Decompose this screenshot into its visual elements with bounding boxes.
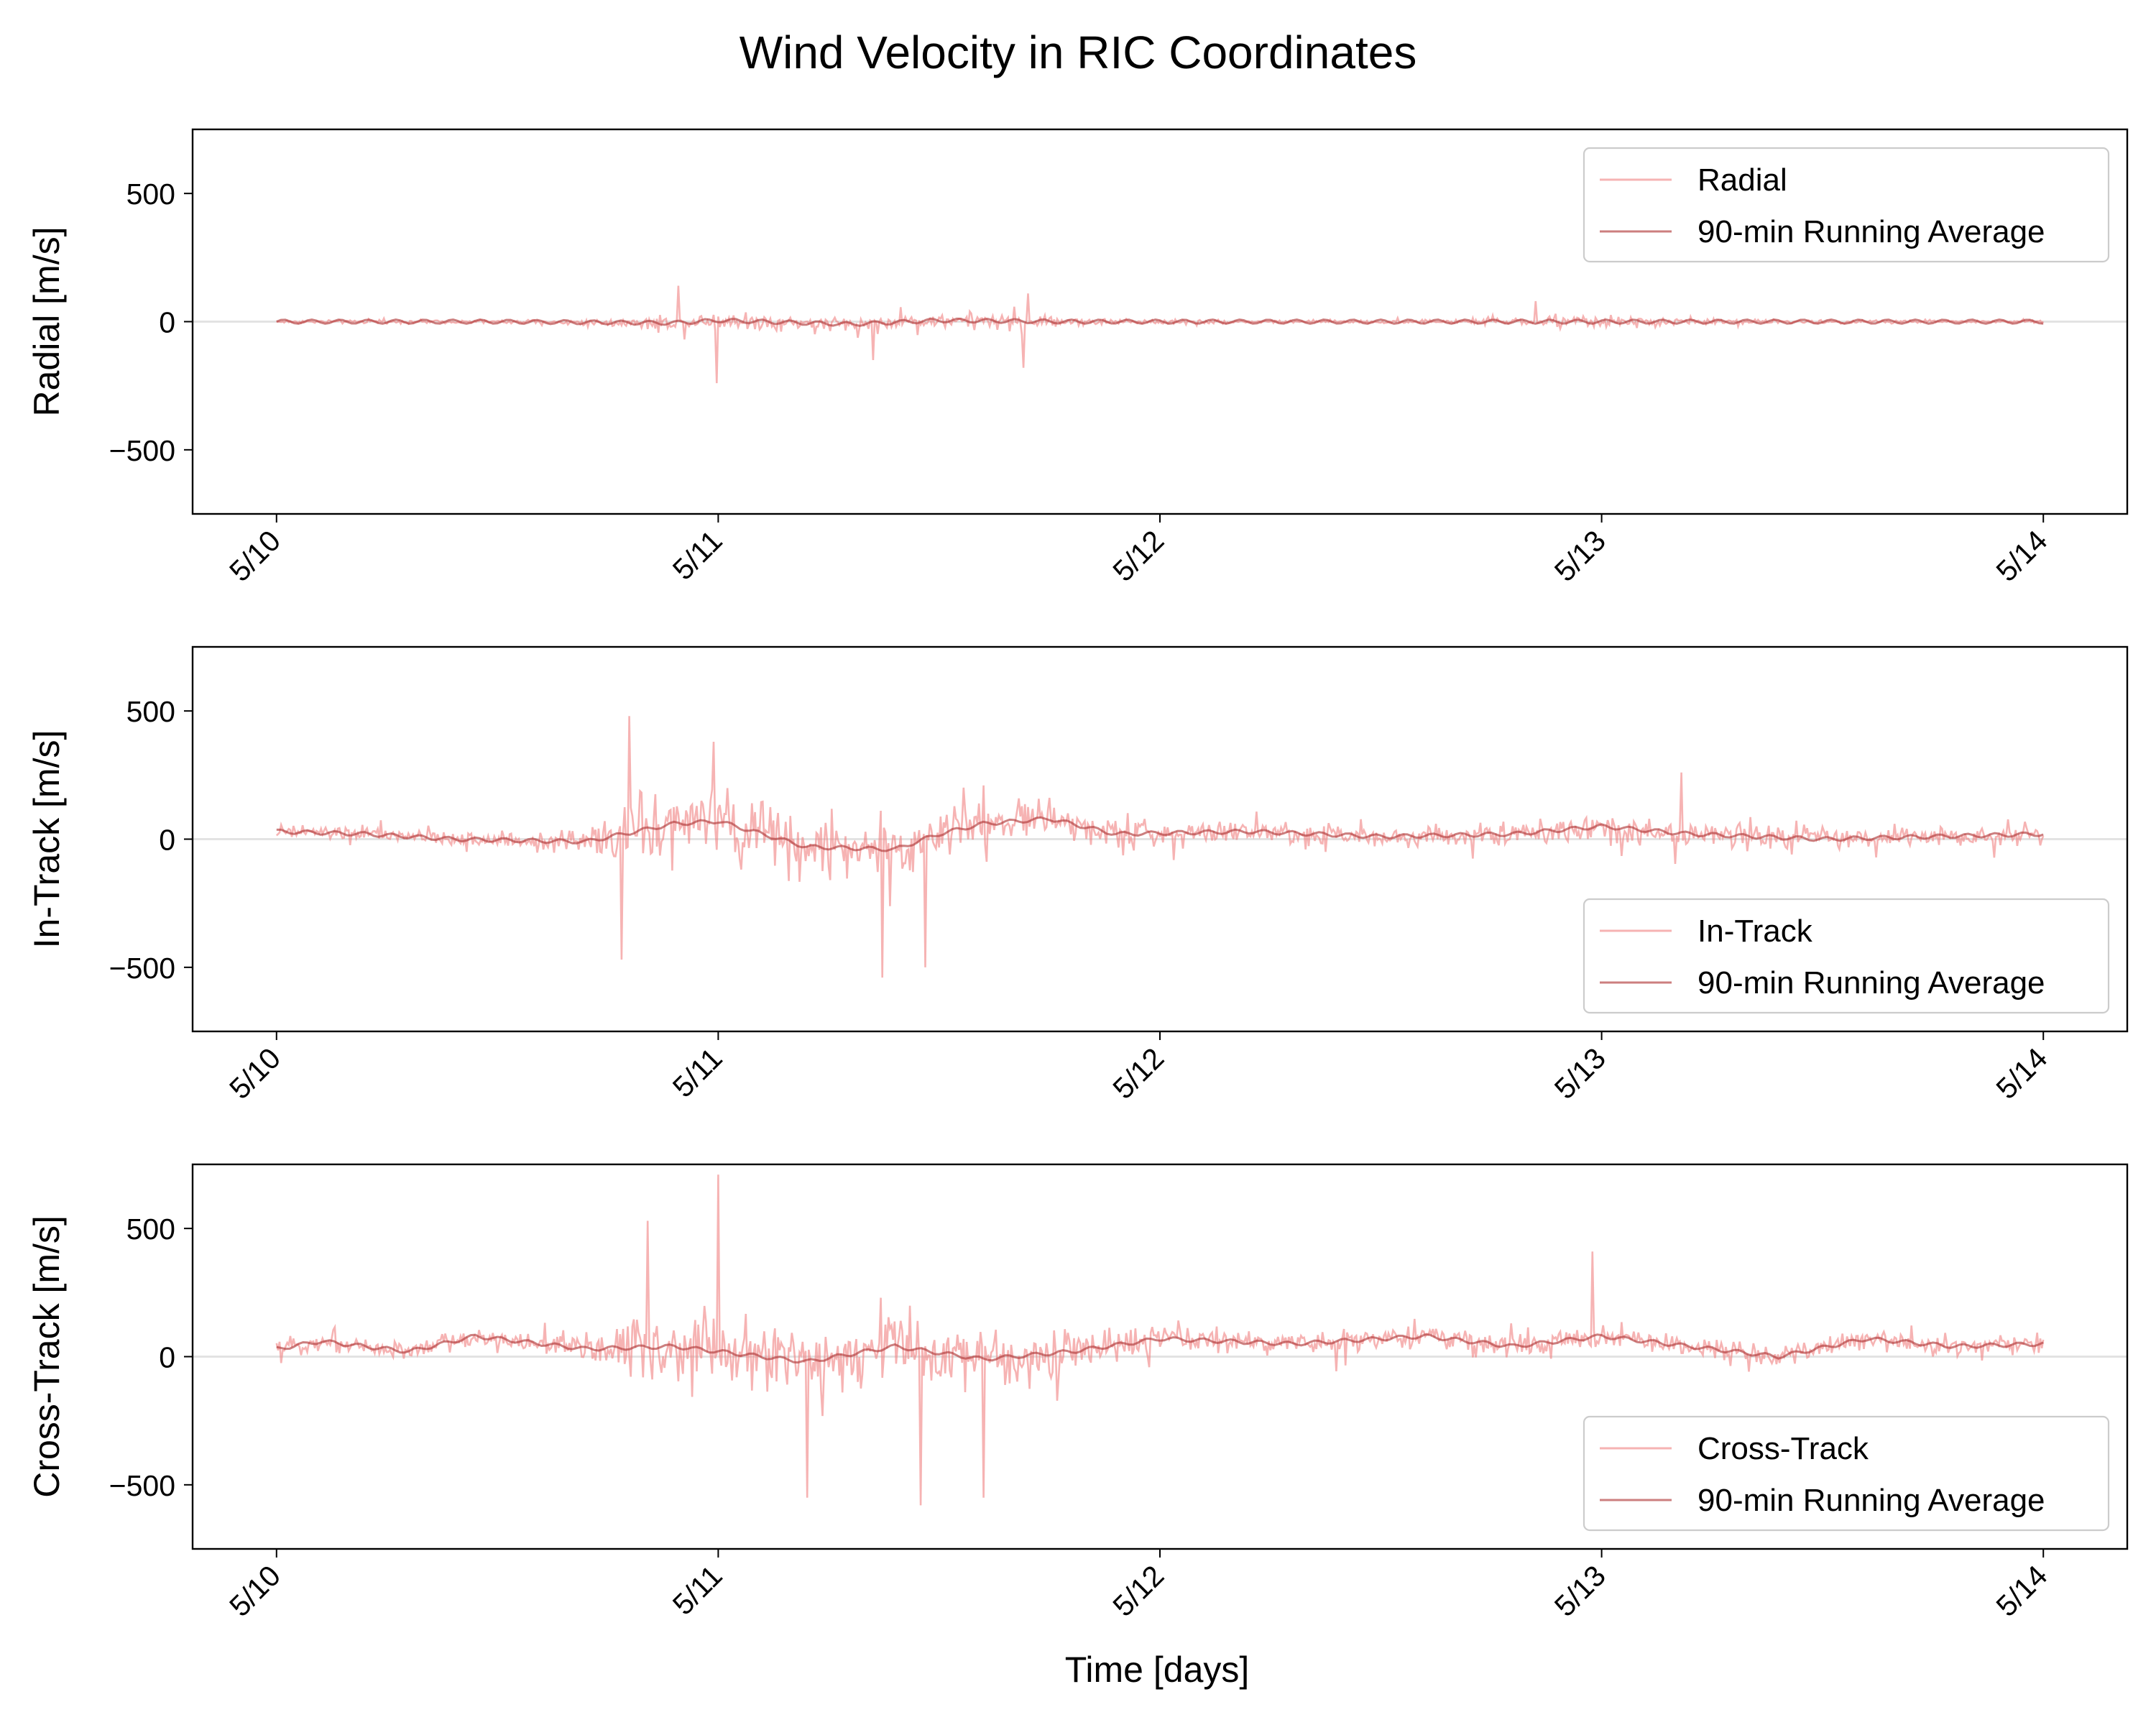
y-tick-label: 0 [159, 824, 175, 857]
y-tick-label: 500 [126, 695, 175, 728]
legend: Radial 90-min Running Average [1583, 147, 2110, 263]
y-tick-label: −500 [109, 952, 175, 985]
x-tick-label: 5/12 [1106, 1041, 1170, 1105]
legend-box [1583, 1415, 2110, 1532]
x-tick-label: 5/12 [1106, 524, 1170, 588]
series-line-cross-track [275, 1174, 2045, 1506]
legend-entry: 90-min Running Average [1697, 1483, 2045, 1518]
series-line-running-average [276, 816, 2044, 852]
figure-title: Wind Velocity in RIC Coordinates [740, 27, 1417, 78]
x-tick-label: 5/13 [1548, 1041, 1612, 1105]
y-axis-label: Radial [m/s] [27, 227, 67, 417]
x-tick-label: 5/10 [223, 1041, 287, 1105]
legend-entry: In-Track [1697, 914, 1813, 949]
legend-entry: Cross-Track [1697, 1431, 1869, 1466]
legend: Cross-Track 90-min Running Average [1583, 1415, 2110, 1532]
y-tick-label: 500 [126, 1213, 175, 1246]
legend: In-Track 90-min Running Average [1583, 898, 2110, 1014]
legend-entry: 90-min Running Average [1697, 214, 2045, 249]
x-tick-label: 5/11 [666, 1559, 729, 1622]
x-tick-label: 5/12 [1106, 1559, 1170, 1623]
x-tick-label: 5/13 [1548, 1559, 1612, 1623]
series-line-running-average [276, 1333, 2044, 1364]
x-tick-label: 5/10 [223, 1559, 287, 1623]
y-axis-label: In-Track [m/s] [27, 730, 67, 949]
y-tick-label: 500 [126, 178, 175, 211]
x-tick-label: 5/14 [1990, 524, 2054, 588]
x-tick-label: 5/14 [1990, 1559, 2054, 1623]
y-tick-label: 0 [159, 1341, 175, 1374]
x-tick-label: 5/13 [1548, 524, 1612, 588]
legend-box [1583, 898, 2110, 1014]
x-tick-label: 5/14 [1990, 1041, 2054, 1105]
y-tick-label: −500 [109, 434, 175, 467]
panel-3: 500 0 −500 5/10 5/11 5/12 5/13 5/14 Cross-Track … [27, 1163, 2129, 1623]
y-tick-label: 0 [159, 306, 175, 339]
series-line-in-track [275, 716, 2045, 978]
legend-box [1583, 147, 2110, 263]
x-tick-label: 5/11 [666, 1041, 729, 1104]
x-tick-label: 5/11 [666, 524, 729, 586]
series-line-running-average [276, 317, 2044, 327]
y-tick-label: −500 [109, 1469, 175, 1502]
x-axis-label: Time [days] [1065, 1650, 1250, 1690]
x-tick-label: 5/10 [223, 524, 287, 588]
panel-1: 500 0 −500 5/10 5/11 5/12 5/13 5/14 Radial [m/s]… [27, 128, 2129, 588]
legend-entry: 90-min Running Average [1697, 965, 2045, 1000]
panel-2: 500 0 −500 5/10 5/11 5/12 5/13 5/14 In-Track [m/… [27, 645, 2129, 1105]
series-line-radial [276, 285, 2044, 384]
y-axis-label: Cross-Track [m/s] [27, 1215, 67, 1498]
legend-entry: Radial [1697, 162, 1787, 198]
